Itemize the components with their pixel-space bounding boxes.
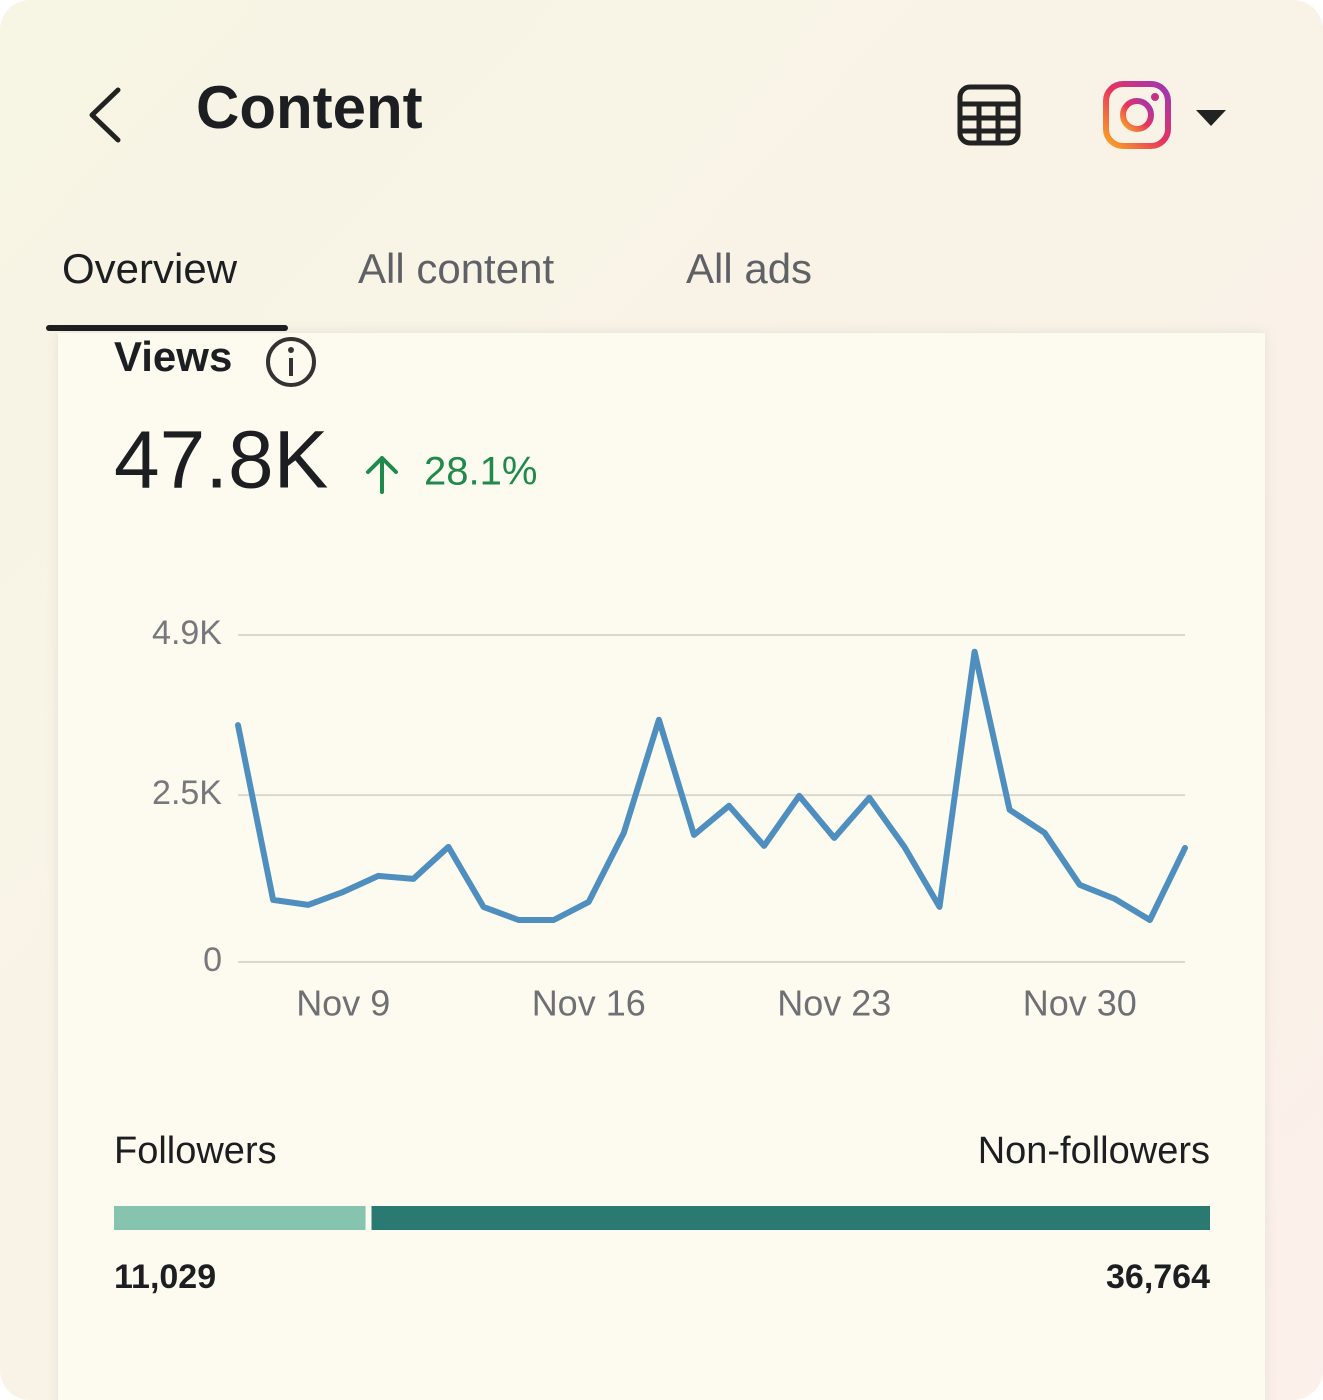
audience-bar: [371, 1206, 1211, 1230]
x-tick-label: Nov 16: [532, 983, 646, 1024]
change-percent: 28.1%: [424, 450, 537, 494]
audience-value: 36,764: [1106, 1258, 1210, 1296]
audience-bar: [114, 1206, 366, 1230]
audience-label: Non-followers: [978, 1130, 1210, 1172]
back-button[interactable]: [89, 87, 121, 143]
y-tick-label: 0: [203, 941, 222, 979]
total-views: 47.8K: [114, 415, 328, 506]
calendar-button[interactable]: [957, 84, 1021, 146]
card-title: Views: [114, 333, 232, 380]
x-tick-label: Nov 23: [777, 983, 891, 1024]
info-button[interactable]: [266, 337, 316, 387]
audience-label: Followers: [114, 1130, 277, 1172]
x-tick-label: Nov 30: [1023, 983, 1137, 1024]
y-tick-label: 2.5K: [152, 774, 222, 812]
up-arrow: [366, 456, 398, 494]
tab[interactable]: Overview: [62, 245, 238, 292]
y-tick-label: 4.9K: [152, 614, 222, 652]
tab[interactable]: All ads: [686, 245, 812, 292]
page-title: Content: [196, 74, 423, 141]
x-tick-label: Nov 9: [296, 983, 390, 1024]
line-series: [235, 648, 1188, 923]
audience-value: 11,029: [114, 1258, 216, 1296]
account-switcher[interactable]: [1103, 81, 1226, 149]
tab[interactable]: All content: [358, 245, 554, 292]
active-tab-indicator: [46, 325, 288, 331]
